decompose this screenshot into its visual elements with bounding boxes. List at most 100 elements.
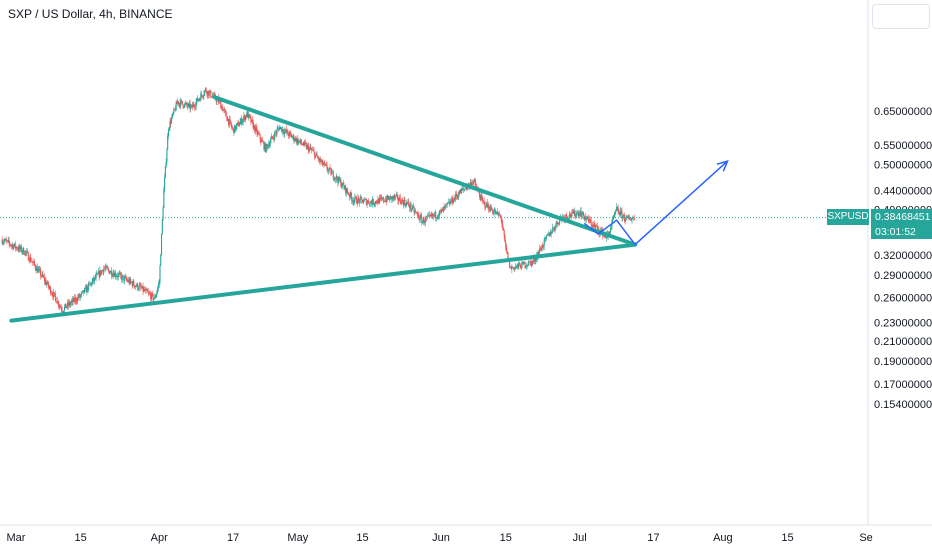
candle: [532, 258, 534, 265]
candle-body: [53, 292, 56, 294]
candle: [145, 287, 147, 291]
candle-body: [612, 215, 615, 220]
candle: [188, 100, 190, 108]
candle: [161, 218, 163, 236]
candle-body: [574, 210, 576, 217]
candle-body: [199, 98, 201, 101]
last-price-value: 0.38468451: [871, 209, 932, 225]
candle: [495, 211, 498, 215]
candle: [97, 267, 99, 275]
candle: [197, 99, 200, 103]
candle-body: [145, 289, 147, 291]
candle: [11, 241, 13, 249]
candle-body: [208, 92, 210, 96]
candle: [409, 201, 411, 212]
candle-body: [302, 144, 304, 146]
candle: [258, 131, 260, 136]
candle-body: [341, 186, 343, 187]
candle: [504, 233, 506, 243]
candle-body: [575, 215, 577, 217]
candle: [162, 205, 164, 222]
candle-body: [33, 261, 35, 263]
candle: [214, 91, 216, 96]
candle: [436, 215, 438, 220]
candle-body: [10, 244, 12, 246]
price-axis: 0.650000000.550000000.500000000.44000000…: [874, 106, 932, 411]
candle-body: [456, 195, 458, 197]
candle-body: [425, 217, 427, 223]
candle-body: [297, 138, 299, 144]
candle: [121, 273, 123, 284]
candle: [27, 251, 29, 261]
candle-body: [625, 217, 627, 221]
candle: [191, 101, 193, 111]
candle: [394, 193, 396, 201]
candle-body: [381, 197, 384, 200]
candle: [274, 130, 276, 142]
candle-body: [41, 273, 43, 277]
candle-body: [365, 199, 367, 205]
candle: [441, 208, 443, 213]
candle-body: [449, 201, 451, 205]
candle-body: [472, 181, 474, 185]
candle-body: [27, 251, 29, 253]
candle: [455, 190, 457, 201]
candle-body: [391, 196, 393, 200]
candle-body: [408, 205, 411, 208]
candle: [348, 192, 350, 196]
price-tick-label: 0.55000000: [874, 140, 932, 152]
candle: [578, 209, 580, 218]
candle-body: [137, 283, 139, 290]
candle-body: [414, 211, 416, 213]
candle: [237, 120, 239, 125]
candle-body: [125, 276, 127, 280]
candle-body: [358, 197, 360, 200]
candle-body: [167, 129, 170, 137]
candle: [127, 278, 129, 283]
candle: [386, 194, 388, 203]
candle: [123, 275, 125, 284]
candle: [137, 286, 139, 292]
toolbar-button[interactable]: [872, 4, 930, 29]
candle: [616, 203, 618, 211]
candle: [355, 195, 357, 200]
candle-body: [250, 117, 252, 123]
candle: [97, 273, 99, 275]
candle: [570, 214, 572, 221]
candle-body: [328, 167, 330, 170]
candle-body: [620, 210, 622, 212]
time-tick-label: 15: [500, 532, 512, 544]
candle: [77, 293, 79, 301]
candle: [422, 220, 424, 224]
candle-body: [534, 257, 536, 261]
candle-body: [44, 280, 46, 282]
candle: [221, 104, 223, 112]
candle-body: [259, 134, 261, 140]
candle: [627, 214, 629, 220]
candle: [368, 198, 370, 205]
candle: [179, 99, 181, 110]
candle-body: [566, 214, 568, 217]
candle-body: [348, 194, 350, 197]
candle: [177, 98, 179, 106]
candle-body: [42, 273, 44, 277]
candle-body: [405, 203, 407, 207]
candle: [47, 280, 49, 285]
candle-body: [197, 97, 199, 101]
candle-body: [335, 177, 337, 180]
candle-body: [111, 275, 113, 277]
candle: [445, 203, 447, 209]
candle-body: [506, 250, 508, 254]
candle-body: [355, 197, 357, 203]
candle-body: [465, 187, 467, 190]
candle: [154, 294, 156, 300]
candle: [539, 245, 541, 251]
candle: [116, 274, 118, 278]
candle: [23, 246, 25, 255]
candle-body: [528, 261, 530, 265]
candle-body: [579, 213, 581, 216]
candle-body: [52, 294, 54, 298]
candle-body: [571, 211, 573, 217]
candle-body: [630, 219, 632, 221]
